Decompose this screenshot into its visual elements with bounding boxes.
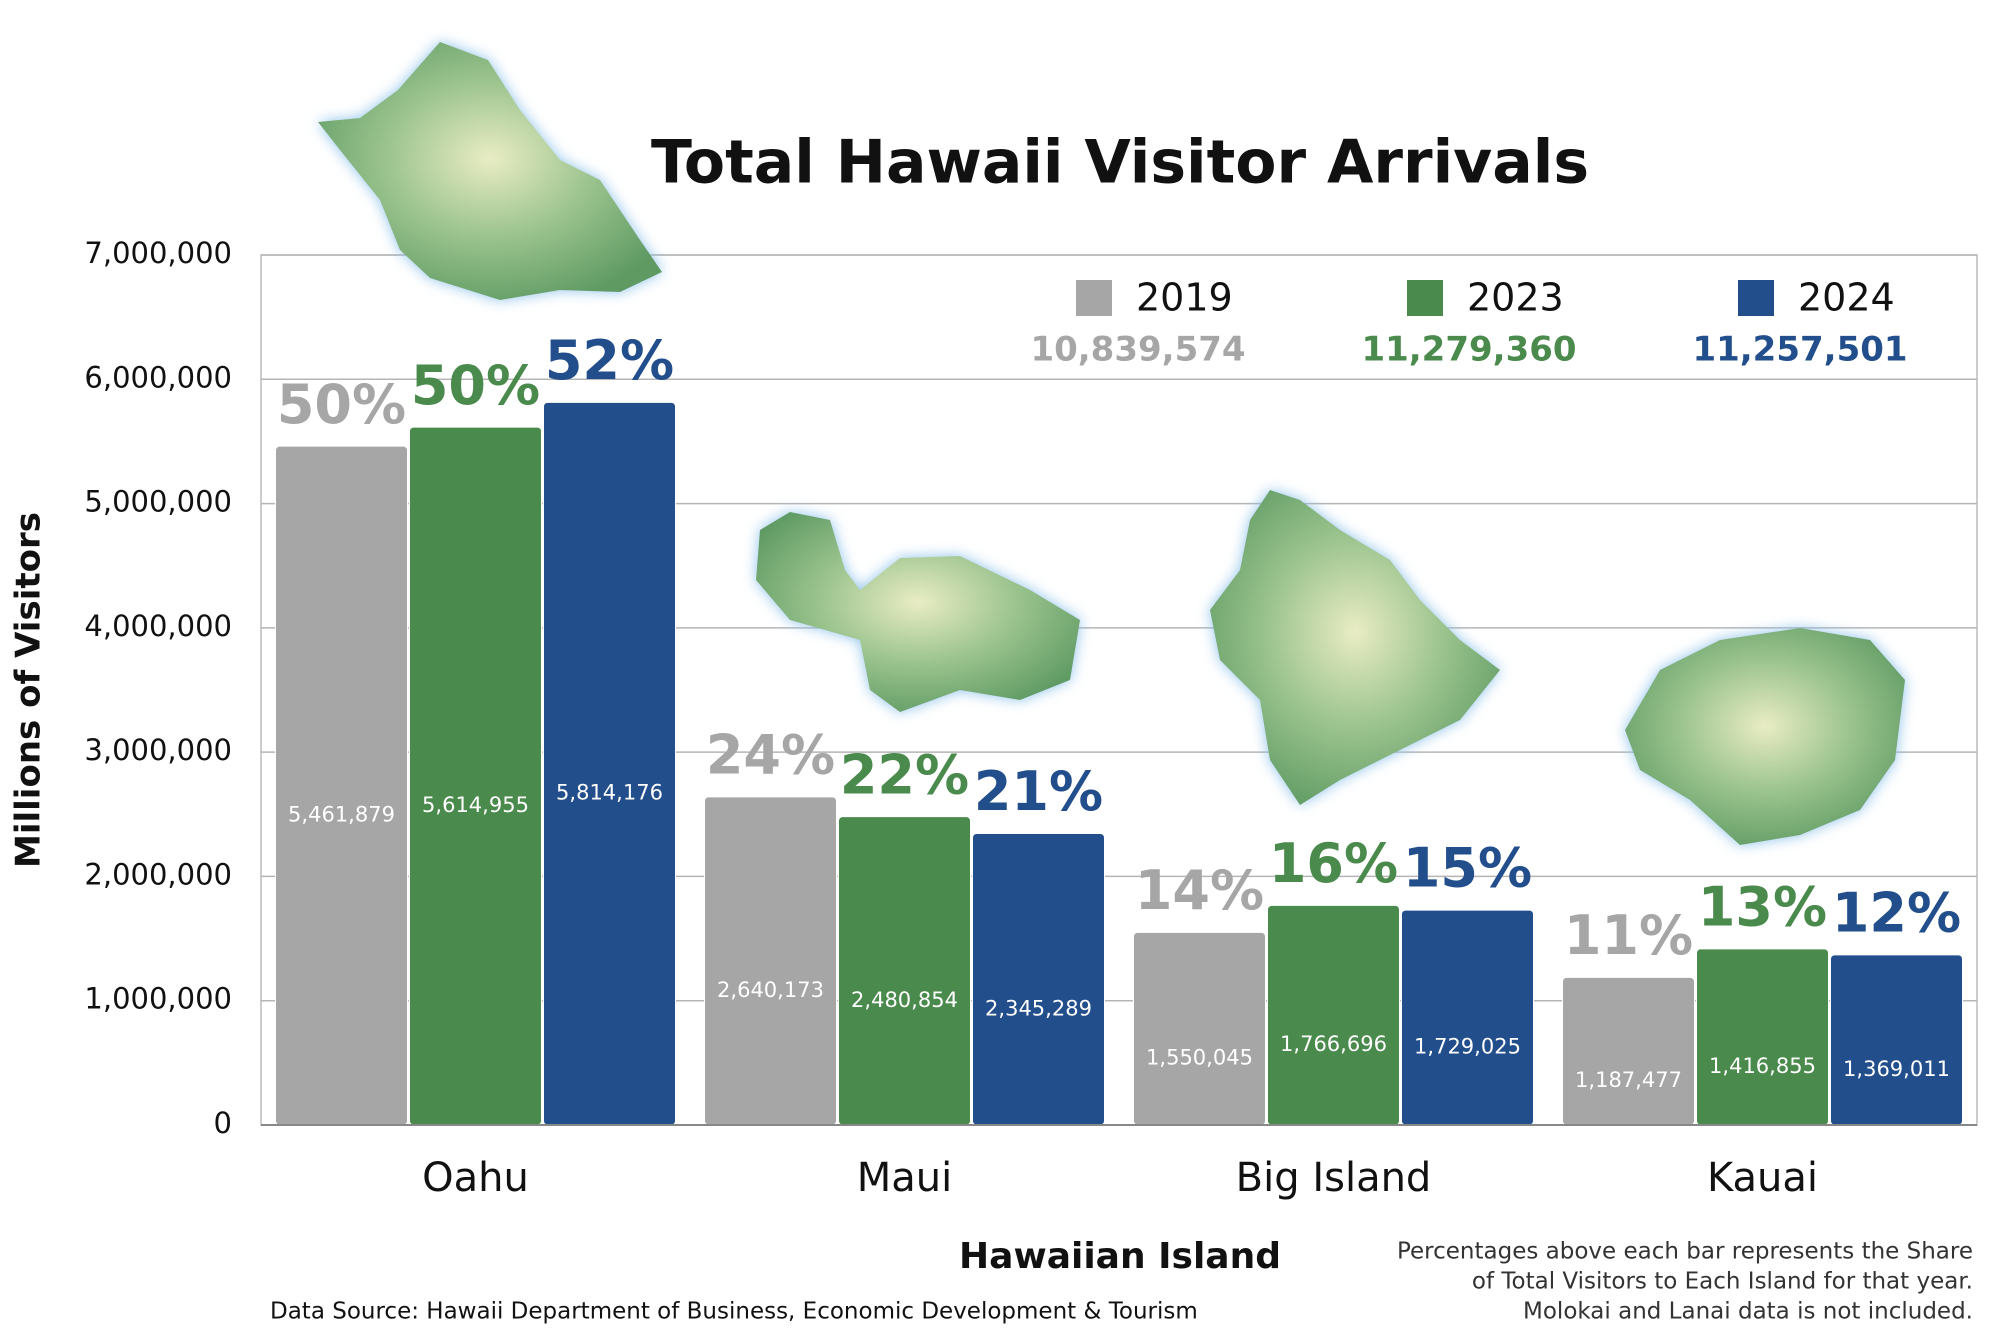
value-label: 2,345,289 [985,996,1092,1020]
legend-swatch [1738,280,1774,316]
y-tick-label: 0 [214,1106,232,1140]
share-label: 52% [545,329,674,392]
bar [838,816,971,1126]
value-label: 1,729,025 [1414,1035,1521,1059]
footnote: of Total Visitors to Each Island for tha… [1472,1269,1973,1295]
share-label: 16% [1269,832,1398,895]
bar [409,426,542,1126]
bar [1562,976,1695,1126]
y-tick-label: 3,000,000 [84,733,232,767]
notes: Percentages above each bar represents th… [1397,1239,1973,1325]
value-label: 2,640,173 [717,978,824,1002]
value-label: 1,766,696 [1280,1032,1387,1056]
share-label: 22% [840,743,969,806]
bar [704,796,837,1126]
footnote: Molokai and Lanai data is not included. [1523,1299,1973,1325]
bar [1267,904,1400,1126]
y-tick-label: 1,000,000 [84,982,232,1016]
bar [543,401,676,1126]
legend-total: 11,257,501 [1692,330,1907,370]
legend-swatch [1407,280,1443,316]
x-tick-label: Oahu [422,1155,529,1201]
value-label: 1,187,477 [1575,1068,1682,1092]
value-label: 1,416,855 [1709,1054,1816,1078]
share-label: 50% [277,373,406,436]
y-tick-label: 2,000,000 [84,857,232,891]
y-tick-label: 7,000,000 [84,236,232,270]
legend-label: 2023 [1467,276,1564,320]
share-label: 13% [1698,876,1827,939]
legend-swatch [1076,280,1112,316]
value-label: 2,480,854 [851,988,958,1012]
maui-map [756,512,1080,712]
legend-label: 2019 [1136,276,1233,320]
share-label: 11% [1564,904,1693,967]
footnote: Percentages above each bar represents th… [1397,1239,1973,1265]
island-maps [318,42,1905,845]
y-tick-label: 5,000,000 [84,485,232,519]
value-label: 1,369,011 [1843,1057,1950,1081]
oahu-map [318,42,662,300]
kauai-map [1625,628,1905,845]
legend-total: 11,279,360 [1361,330,1576,370]
share-label: 15% [1403,837,1532,900]
legend-total: 10,839,574 [1030,330,1245,370]
legend-label: 2024 [1798,276,1895,320]
source-note: Data Source: Hawaii Department of Busine… [270,1299,1198,1325]
share-label: 24% [706,724,835,787]
bar [972,833,1105,1126]
value-label: 5,614,955 [422,793,529,817]
share-label: 14% [1135,859,1264,922]
share-label: 50% [411,354,540,417]
y-tick-label: 6,000,000 [84,360,232,394]
share-label: 12% [1832,881,1961,944]
y-axis-title: Millions of Visitors [9,512,49,868]
x-tick-label: Kauai [1707,1155,1818,1201]
share-label: 21% [974,760,1103,823]
bar [1133,931,1266,1126]
value-label: 5,461,879 [288,803,395,827]
x-axis-title: Hawaiian Island [959,1236,1281,1277]
x-tick-label: Big Island [1236,1155,1432,1201]
bar [1830,954,1963,1126]
value-label: 5,814,176 [556,781,663,805]
chart-title: Total Hawaii Visitor Arrivals [651,128,1589,198]
x-tick-label: Maui [857,1155,953,1201]
bar [1696,948,1829,1126]
value-label: 1,550,045 [1146,1046,1253,1070]
big-island-map [1210,490,1500,805]
y-tick-label: 4,000,000 [84,609,232,643]
bar [1401,909,1534,1126]
bar [275,445,408,1126]
